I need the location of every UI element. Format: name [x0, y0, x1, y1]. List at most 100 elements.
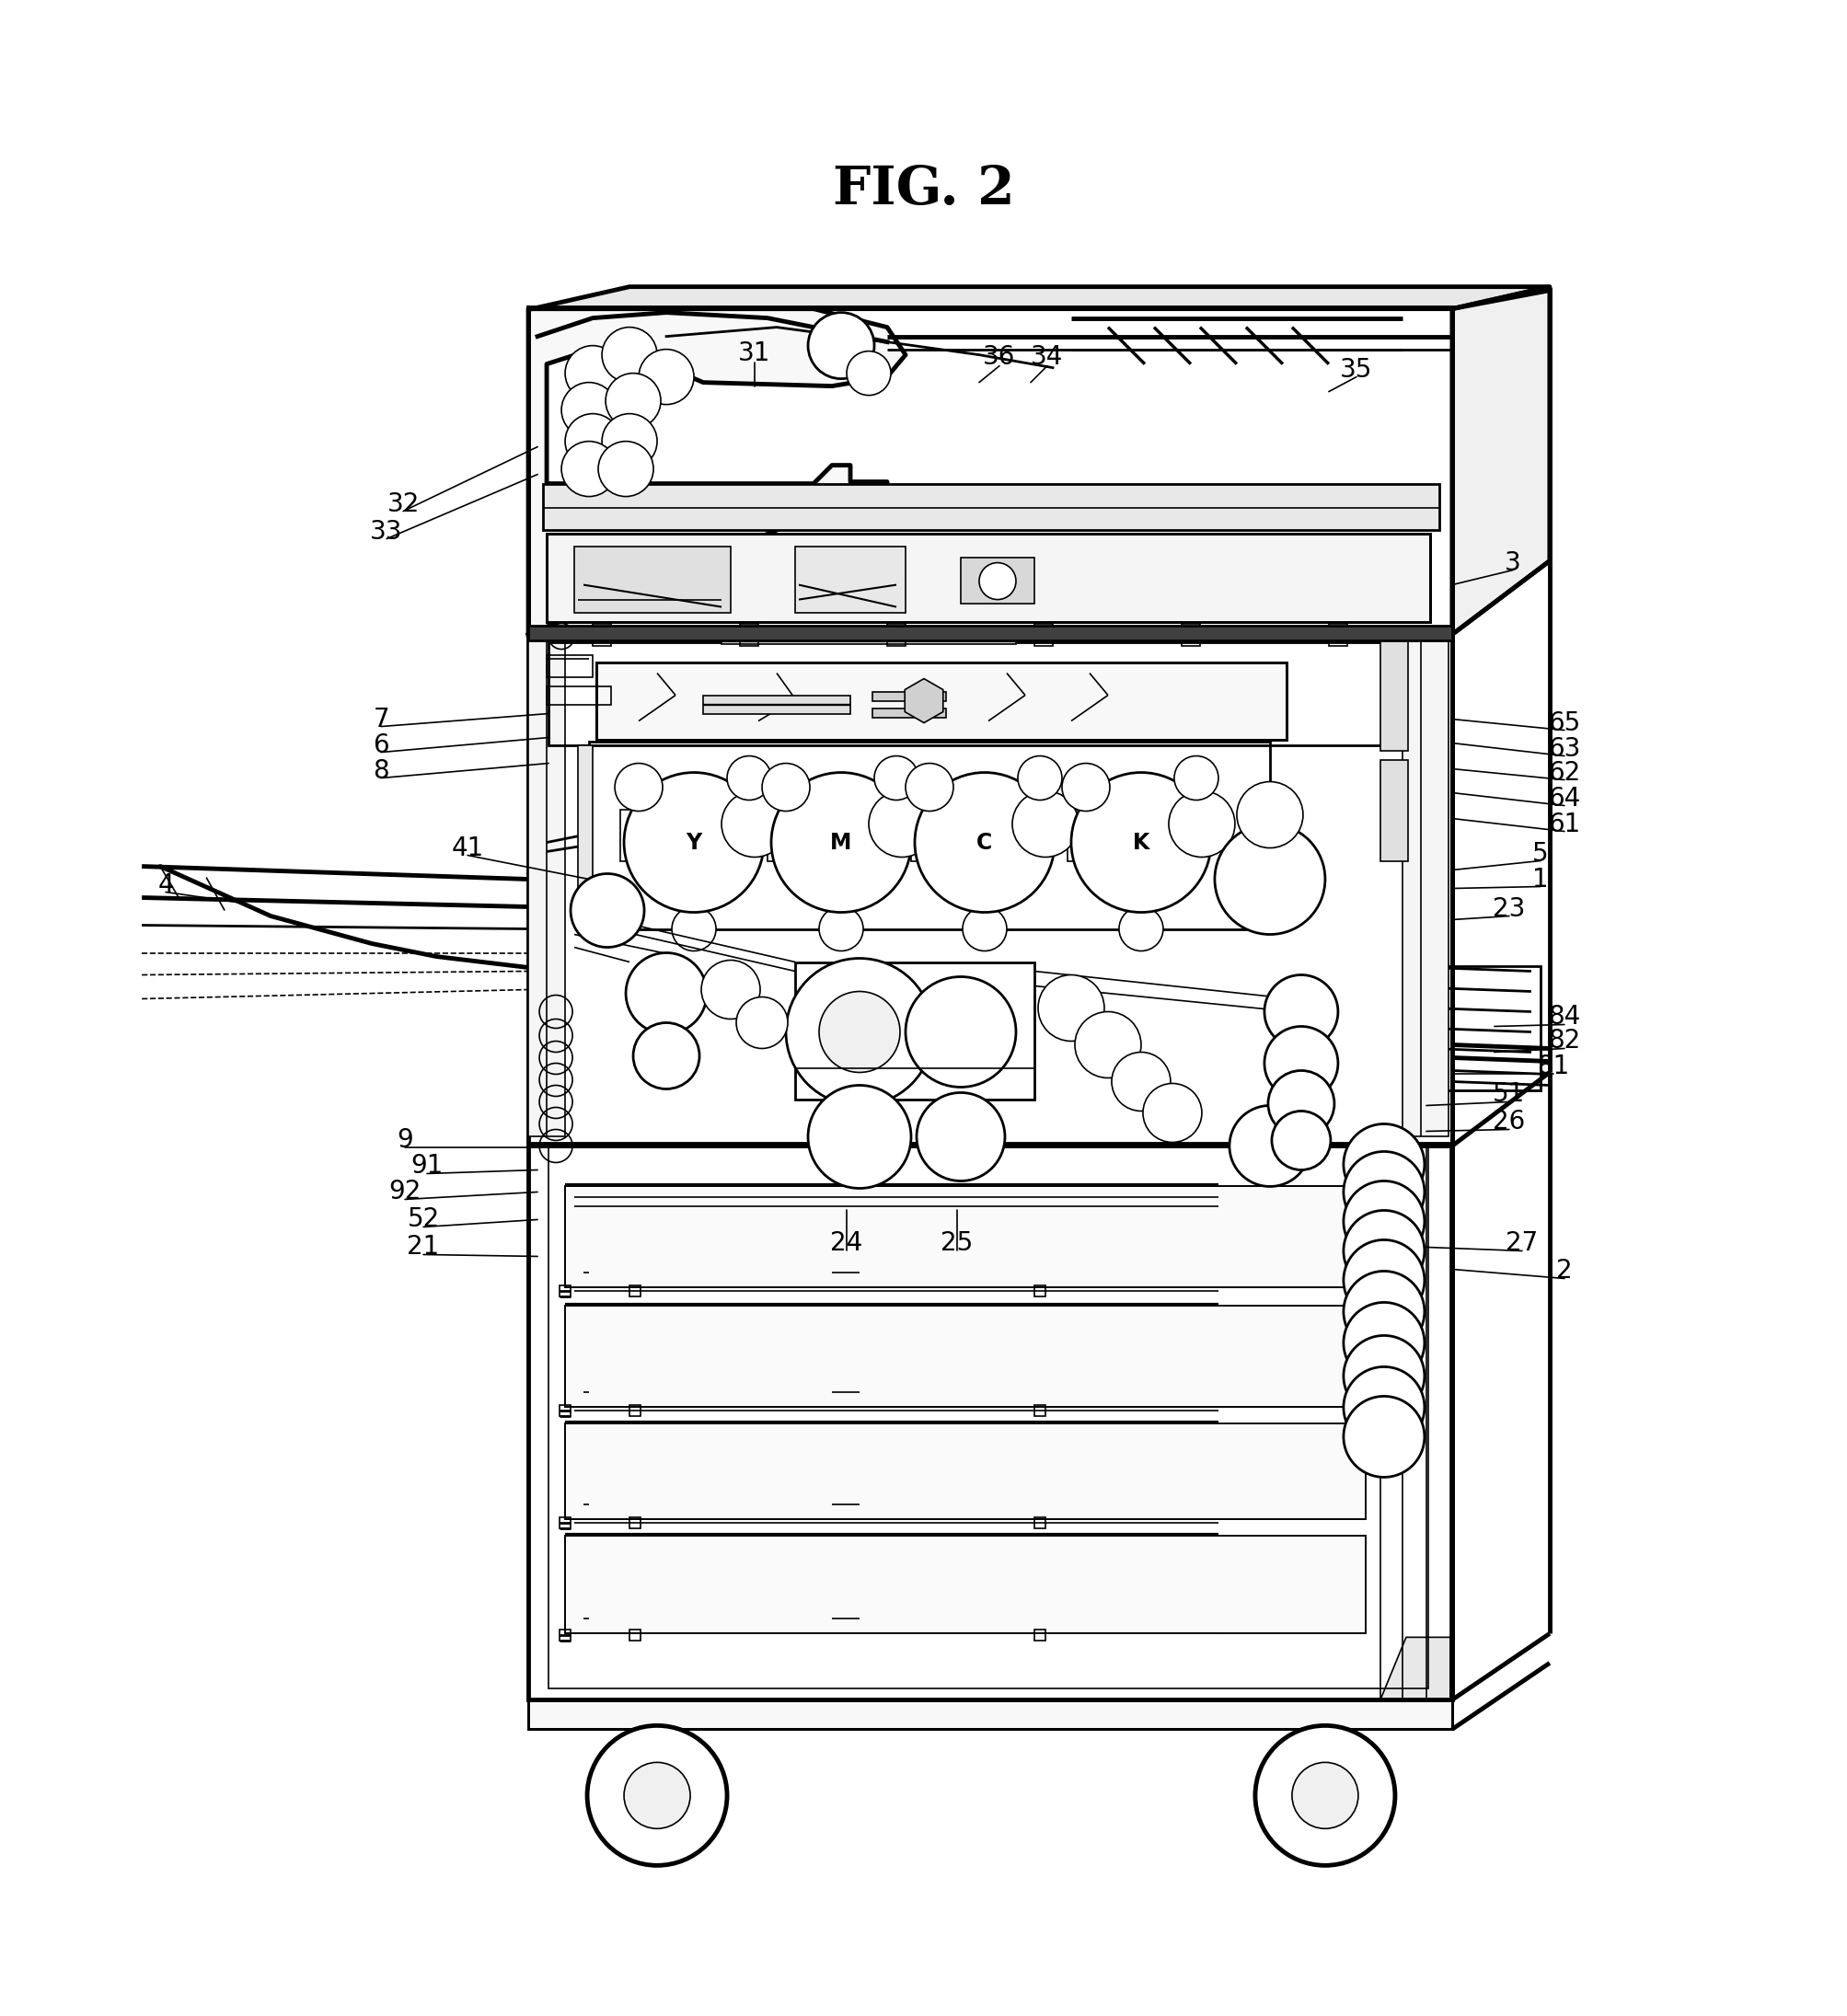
Bar [597, 661, 1286, 740]
Bar [528, 635, 1452, 1145]
Bar [630, 1629, 641, 1641]
Circle shape [1263, 1026, 1337, 1101]
Circle shape [1343, 1240, 1424, 1320]
Text: 25: 25 [940, 1230, 973, 1256]
Text: FIG. 2: FIG. 2 [833, 163, 1014, 216]
Circle shape [1343, 1151, 1424, 1232]
Polygon shape [532, 286, 1550, 308]
Bar [560, 1629, 571, 1641]
Circle shape [1038, 976, 1105, 1040]
Bar [702, 696, 850, 714]
Bar [887, 623, 905, 645]
Text: 31: 31 [739, 341, 770, 365]
Text: 64: 64 [1548, 786, 1579, 810]
Bar [574, 546, 730, 613]
Circle shape [905, 764, 953, 810]
Circle shape [587, 1726, 726, 1865]
Circle shape [1343, 1181, 1424, 1262]
Text: 33: 33 [369, 518, 403, 544]
Bar [528, 625, 1452, 639]
Bar [767, 808, 785, 861]
Circle shape [1343, 1123, 1424, 1206]
Text: 51: 51 [1492, 1083, 1524, 1107]
Bar [547, 534, 1430, 621]
Text: 1: 1 [1531, 867, 1548, 893]
Circle shape [874, 756, 918, 800]
Circle shape [1062, 764, 1110, 810]
Bar [872, 708, 946, 718]
Bar [794, 962, 1034, 1101]
Bar [630, 1405, 641, 1417]
Bar [872, 691, 946, 702]
Bar [528, 1699, 1452, 1730]
Circle shape [615, 764, 663, 810]
Bar [1328, 623, 1346, 645]
Circle shape [1018, 756, 1062, 800]
Bar [1380, 760, 1407, 861]
Bar [565, 1187, 1365, 1288]
Bar [565, 1536, 1365, 1633]
Text: 2: 2 [1555, 1258, 1572, 1284]
Text: 84: 84 [1548, 1004, 1579, 1030]
Circle shape [905, 976, 1016, 1087]
Circle shape [1119, 907, 1162, 952]
Bar [739, 623, 757, 645]
Text: K: K [1132, 831, 1149, 853]
Bar [621, 808, 639, 861]
Bar [578, 744, 593, 929]
Text: 63: 63 [1548, 736, 1579, 762]
Text: 35: 35 [1339, 357, 1372, 383]
Circle shape [1343, 1335, 1424, 1417]
Polygon shape [1452, 290, 1550, 635]
Circle shape [720, 790, 787, 857]
Circle shape [868, 790, 935, 857]
Text: 6: 6 [373, 732, 390, 758]
Polygon shape [1380, 1637, 1450, 1699]
Circle shape [1112, 1052, 1169, 1111]
Text: 52: 52 [406, 1208, 440, 1232]
Circle shape [1167, 790, 1234, 857]
Circle shape [1343, 1302, 1424, 1383]
Bar [911, 808, 929, 861]
Circle shape [626, 954, 706, 1034]
Text: 4: 4 [157, 871, 174, 897]
Bar [720, 629, 1016, 643]
Circle shape [807, 1085, 911, 1187]
Text: 26: 26 [1492, 1109, 1524, 1135]
Bar [528, 306, 1452, 635]
Bar [547, 534, 1430, 621]
Bar [547, 655, 593, 677]
Circle shape [726, 756, 770, 800]
Text: 32: 32 [386, 492, 419, 516]
Circle shape [624, 1762, 691, 1829]
Text: 7: 7 [373, 706, 390, 732]
Bar [565, 1187, 1365, 1288]
Circle shape [1012, 790, 1079, 857]
Bar [1034, 1518, 1045, 1528]
Circle shape [565, 413, 621, 470]
Bar [597, 661, 1286, 740]
Circle shape [846, 351, 890, 395]
Circle shape [914, 772, 1055, 913]
Text: Y: Y [685, 831, 702, 853]
Text: 9: 9 [397, 1127, 414, 1153]
Polygon shape [528, 308, 905, 635]
Circle shape [702, 960, 759, 1018]
Circle shape [1173, 756, 1217, 800]
Circle shape [1343, 1272, 1424, 1353]
Text: 23: 23 [1492, 895, 1524, 921]
Circle shape [672, 907, 715, 952]
Circle shape [602, 413, 658, 470]
Bar [1068, 808, 1086, 861]
Circle shape [606, 373, 661, 429]
Text: 3: 3 [1503, 550, 1520, 577]
Circle shape [561, 442, 617, 496]
Circle shape [598, 442, 654, 496]
Circle shape [1075, 1012, 1141, 1079]
Circle shape [1271, 1111, 1330, 1169]
Bar [549, 1145, 1428, 1689]
Text: 91: 91 [410, 1153, 443, 1179]
Bar [794, 546, 905, 613]
Text: 92: 92 [388, 1179, 421, 1206]
Circle shape [818, 992, 899, 1073]
